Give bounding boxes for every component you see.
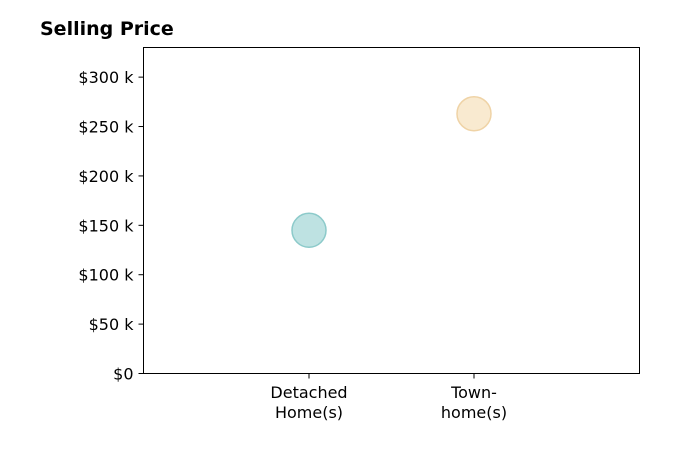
data-point <box>291 212 327 249</box>
y-tick-label: $250 k <box>78 118 134 137</box>
plot-area-frame <box>143 47 640 374</box>
y-tick-label: $0 <box>113 365 133 384</box>
y-tick-label: $300 k <box>78 68 134 87</box>
x-tick-label: Home(s) <box>275 403 343 422</box>
y-tick-label: $50 k <box>89 315 135 334</box>
y-tick-label: $200 k <box>78 167 134 186</box>
y-axis: $0 $50 k $100 k $150 k $200 k $250 k $300 k <box>78 68 144 384</box>
chart-title: Selling Price <box>40 18 174 40</box>
x-tick-label: Detached <box>270 383 347 402</box>
y-tick-label: $100 k <box>78 266 134 285</box>
x-tick-label: home(s) <box>441 403 507 422</box>
x-tick-label: Town- <box>450 383 497 402</box>
data-points <box>291 95 492 249</box>
data-point <box>456 95 492 132</box>
y-tick-label: $150 k <box>78 216 134 235</box>
